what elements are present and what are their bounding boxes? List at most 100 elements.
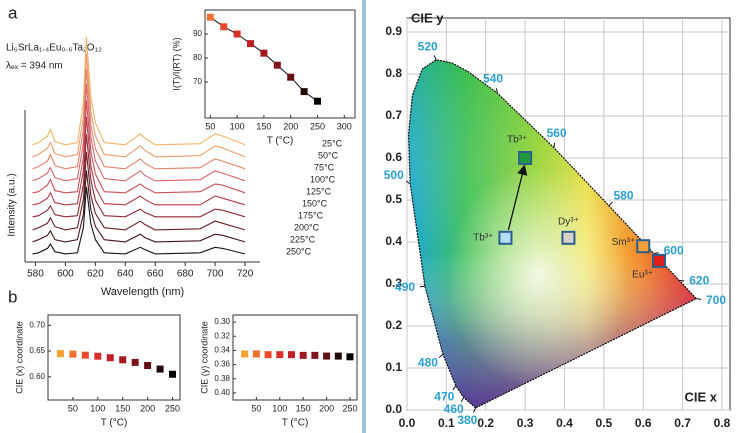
y-tick-label: 0.38 xyxy=(214,374,230,383)
legend-label: 25°C xyxy=(322,138,343,148)
y-tick-label: 0.8 xyxy=(385,66,402,80)
x-tick-label: 150 xyxy=(296,403,311,413)
legend-label: 125°C xyxy=(306,186,332,196)
y-axis-label: CIE (y) coordinate xyxy=(199,321,209,394)
x-tick-label: 0.7 xyxy=(674,416,691,430)
point xyxy=(81,351,89,359)
point xyxy=(273,61,281,69)
point xyxy=(518,151,533,165)
wavelength-label: 470 xyxy=(434,389,454,403)
locus-tick xyxy=(553,142,556,148)
wavelength-label: 700 xyxy=(706,293,726,307)
point xyxy=(346,353,354,361)
x-tick-label: 200 xyxy=(283,121,298,131)
spectrum-line xyxy=(32,68,246,170)
x-tick-label: 200 xyxy=(319,403,334,413)
locus-tick xyxy=(495,88,498,94)
spectrum-line xyxy=(32,36,246,146)
point-label: Sm³⁺ xyxy=(612,237,636,248)
spectrum-line xyxy=(32,100,246,194)
wavelength-label: 460 xyxy=(444,402,464,416)
point xyxy=(276,351,284,359)
locus-tick xyxy=(473,407,477,413)
spectrum-line xyxy=(32,134,246,218)
locus-tick xyxy=(653,252,659,255)
x-tick-label: 660 xyxy=(147,269,164,280)
point xyxy=(334,352,342,360)
y-tick-label: 0.30 xyxy=(214,317,230,326)
legend-label: 225°C xyxy=(290,234,316,244)
point-label: Tb³⁺ xyxy=(473,232,493,243)
point xyxy=(241,350,249,358)
point xyxy=(144,361,152,369)
y-tick-label: 0.4 xyxy=(385,234,402,248)
legend-label: 200°C xyxy=(294,222,320,232)
y-tick-label: 0.65 xyxy=(29,346,45,355)
legend-label: 250°C xyxy=(286,246,312,256)
wavelength-label: 490 xyxy=(395,280,415,294)
legend-label: 75°C xyxy=(314,162,335,172)
point-label: Dy³⁺ xyxy=(558,216,579,227)
y-tick-label: 0.6 xyxy=(385,150,402,164)
y-tick-label: 0.3 xyxy=(385,276,402,290)
point xyxy=(287,351,295,359)
y-tick-label: 70 xyxy=(193,77,202,86)
legend-label: 150°C xyxy=(302,198,328,208)
spectrum-line xyxy=(32,170,246,243)
locus-tick xyxy=(433,55,437,61)
point xyxy=(220,23,228,31)
x-tick-label: 50 xyxy=(68,403,78,413)
point xyxy=(260,49,268,57)
panel-label: a xyxy=(8,3,18,22)
y-tick-label: 80 xyxy=(193,53,202,62)
arrow xyxy=(507,164,528,230)
locus-tick xyxy=(438,353,444,358)
x-axis-label: Wavelength (nm) xyxy=(101,286,184,298)
y-axis-label: I(T)/I(RT) (%) xyxy=(171,37,181,90)
legend-label: 100°C xyxy=(310,174,336,184)
point xyxy=(299,351,307,359)
y-tick-label: 90 xyxy=(193,29,202,38)
locus-tick xyxy=(460,397,465,403)
point xyxy=(252,350,260,358)
x-tick-label: 200 xyxy=(140,403,155,413)
y-tick-label: 0.5 xyxy=(385,192,402,206)
x-tick-label: 250 xyxy=(310,121,325,131)
x-tick-label: 0.3 xyxy=(517,416,534,430)
y-tick-label: 0.32 xyxy=(214,331,230,340)
x-tick-label: 50 xyxy=(251,403,261,413)
point xyxy=(636,239,651,254)
wavelength-label: 380 xyxy=(457,413,477,427)
spectrum-line xyxy=(32,53,246,158)
x-tick-label: 0.5 xyxy=(596,416,613,430)
x-axis-label: CIE x xyxy=(684,389,717,404)
y-tick-label: 0.9 xyxy=(385,24,402,38)
x-tick-label: 640 xyxy=(117,269,134,280)
locus-tick xyxy=(452,385,457,391)
x-tick-label: 100 xyxy=(90,403,105,413)
wavelength-label: 540 xyxy=(483,72,503,86)
y-tick-label: 0.0 xyxy=(385,402,402,416)
locus-tick xyxy=(419,285,425,288)
x-axis-label: T (°C) xyxy=(282,418,309,429)
y-tick-label: 0.36 xyxy=(214,360,230,369)
x-tick-label: 50 xyxy=(205,121,215,131)
x-tick-label: 150 xyxy=(256,121,271,131)
point xyxy=(106,354,114,362)
x-tick-label: 100 xyxy=(272,403,287,413)
x-tick-label: 680 xyxy=(177,269,194,280)
x-tick-label: 150 xyxy=(115,403,130,413)
divider xyxy=(362,0,366,433)
x-tick-label: 0.2 xyxy=(477,416,494,430)
y-tick-label: 0.1 xyxy=(385,360,402,374)
x-tick-label: 250 xyxy=(165,403,180,413)
point xyxy=(300,88,308,96)
annotation: Li₆SrLa₁.₄Eu₀.₆Ta₂O₁₂ xyxy=(6,43,102,54)
y-tick-label: 0.2 xyxy=(385,318,402,332)
panel-label: b xyxy=(8,287,17,306)
point xyxy=(264,351,272,359)
point xyxy=(156,365,164,373)
x-tick-label: 0.1 xyxy=(438,416,455,430)
